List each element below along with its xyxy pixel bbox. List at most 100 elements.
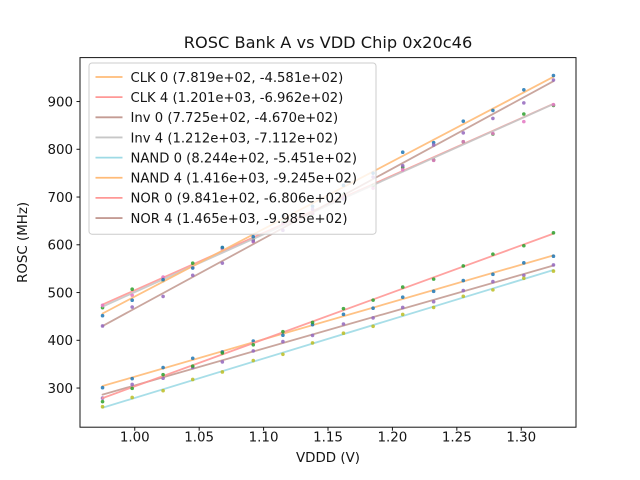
data-point <box>100 385 105 390</box>
data-point <box>522 243 526 248</box>
data-point <box>400 167 405 172</box>
data-point <box>461 264 466 268</box>
data-point <box>251 239 256 243</box>
x-tick-label: 1.10 <box>249 431 279 446</box>
data-point <box>100 324 105 328</box>
data-point <box>281 352 285 357</box>
y-tick-label: 300 <box>47 382 73 397</box>
fit-line <box>101 254 555 387</box>
y-tick-label: 800 <box>47 143 73 158</box>
data-point <box>190 377 195 382</box>
data-point <box>190 364 195 368</box>
data-point <box>190 266 195 270</box>
fit-line <box>101 232 555 400</box>
chart-title: ROSC Bank A vs VDD Chip 0x20c46 <box>184 33 473 52</box>
data-point <box>400 305 405 310</box>
fit-line <box>101 269 555 409</box>
x-axis-label: VDDD (V) <box>296 451 360 466</box>
data-point <box>461 278 466 283</box>
data-point <box>281 333 285 338</box>
data-point <box>491 279 495 284</box>
x-tick-label: 1.05 <box>184 431 214 446</box>
legend-box <box>88 62 377 235</box>
data-point <box>491 252 495 256</box>
data-point <box>400 312 405 317</box>
x-tick-label: 1.00 <box>120 431 150 446</box>
data-point <box>251 234 256 239</box>
data-point <box>461 119 466 123</box>
data-point <box>431 143 436 147</box>
data-point <box>400 295 405 299</box>
fit-line <box>101 264 555 396</box>
data-point <box>551 263 556 267</box>
y-axis-label: ROSC (MHz) <box>16 202 31 283</box>
data-point <box>220 370 225 374</box>
data-point <box>100 399 105 404</box>
y-tick-label: 500 <box>47 286 73 301</box>
data-point <box>522 101 526 105</box>
data-point <box>130 376 134 381</box>
data-point <box>431 289 436 294</box>
data-point <box>220 360 225 364</box>
data-point <box>100 404 105 409</box>
data-point <box>431 305 436 310</box>
legend-label: NAND 4 (1.416e+03, -9.245e+02) <box>131 172 358 187</box>
data-point <box>491 116 495 121</box>
legend-label: NOR 4 (1.465e+03, -9.985e+02) <box>131 212 348 227</box>
data-point <box>551 102 556 107</box>
legend-label: NOR 0 (9.841e+02, -6.806e+02) <box>131 192 348 207</box>
data-point <box>522 261 526 265</box>
data-point <box>130 305 134 309</box>
data-point <box>190 273 195 278</box>
data-point <box>220 245 225 250</box>
data-point <box>400 150 405 154</box>
data-point <box>522 273 526 278</box>
data-point <box>161 365 165 370</box>
data-point <box>522 119 526 124</box>
data-point <box>551 254 556 259</box>
data-point <box>371 306 375 311</box>
data-point <box>161 372 165 377</box>
data-point <box>522 87 526 92</box>
data-point <box>371 324 375 329</box>
data-point <box>461 288 466 293</box>
y-tick-label: 600 <box>47 239 73 254</box>
legend-label: Inv 0 (7.725e+02, -4.670e+02) <box>131 111 339 126</box>
data-point <box>551 269 556 273</box>
data-point <box>220 351 225 355</box>
data-point <box>341 331 346 336</box>
data-point <box>431 299 436 304</box>
legend: CLK 0 (7.819e+02, -4.581e+02) CLK 4 (1.20… <box>88 62 377 235</box>
data-point <box>251 342 256 347</box>
series-nor-0 <box>100 231 556 404</box>
data-point <box>371 298 375 302</box>
legend-label: CLK 4 (1.201e+03, -6.962e+02) <box>131 91 344 106</box>
data-point <box>341 312 346 317</box>
data-point <box>431 158 436 163</box>
x-tick-label: 1.20 <box>378 431 408 446</box>
y-tick-label: 400 <box>47 334 73 349</box>
data-point <box>130 386 134 391</box>
y-tick-label: 900 <box>47 95 73 110</box>
data-point <box>190 261 195 266</box>
data-point <box>551 73 556 78</box>
data-point <box>161 277 165 282</box>
series-inv-0 <box>100 263 556 400</box>
data-point <box>220 261 225 265</box>
data-point <box>341 306 346 311</box>
series-nand-0 <box>100 269 556 409</box>
data-point <box>431 277 436 281</box>
x-tick-label: 1.30 <box>506 431 536 446</box>
data-point <box>130 395 134 400</box>
legend-label: CLK 0 (7.819e+02, -4.581e+02) <box>131 71 344 86</box>
data-point <box>310 333 315 338</box>
data-point <box>130 298 134 303</box>
data-point <box>251 349 256 353</box>
data-point <box>400 285 405 289</box>
legend-label: Inv 4 (1.212e+03, -7.112e+02) <box>131 131 339 146</box>
data-point <box>281 329 285 334</box>
data-point <box>461 294 466 299</box>
data-point <box>400 163 405 168</box>
data-point <box>341 322 346 326</box>
